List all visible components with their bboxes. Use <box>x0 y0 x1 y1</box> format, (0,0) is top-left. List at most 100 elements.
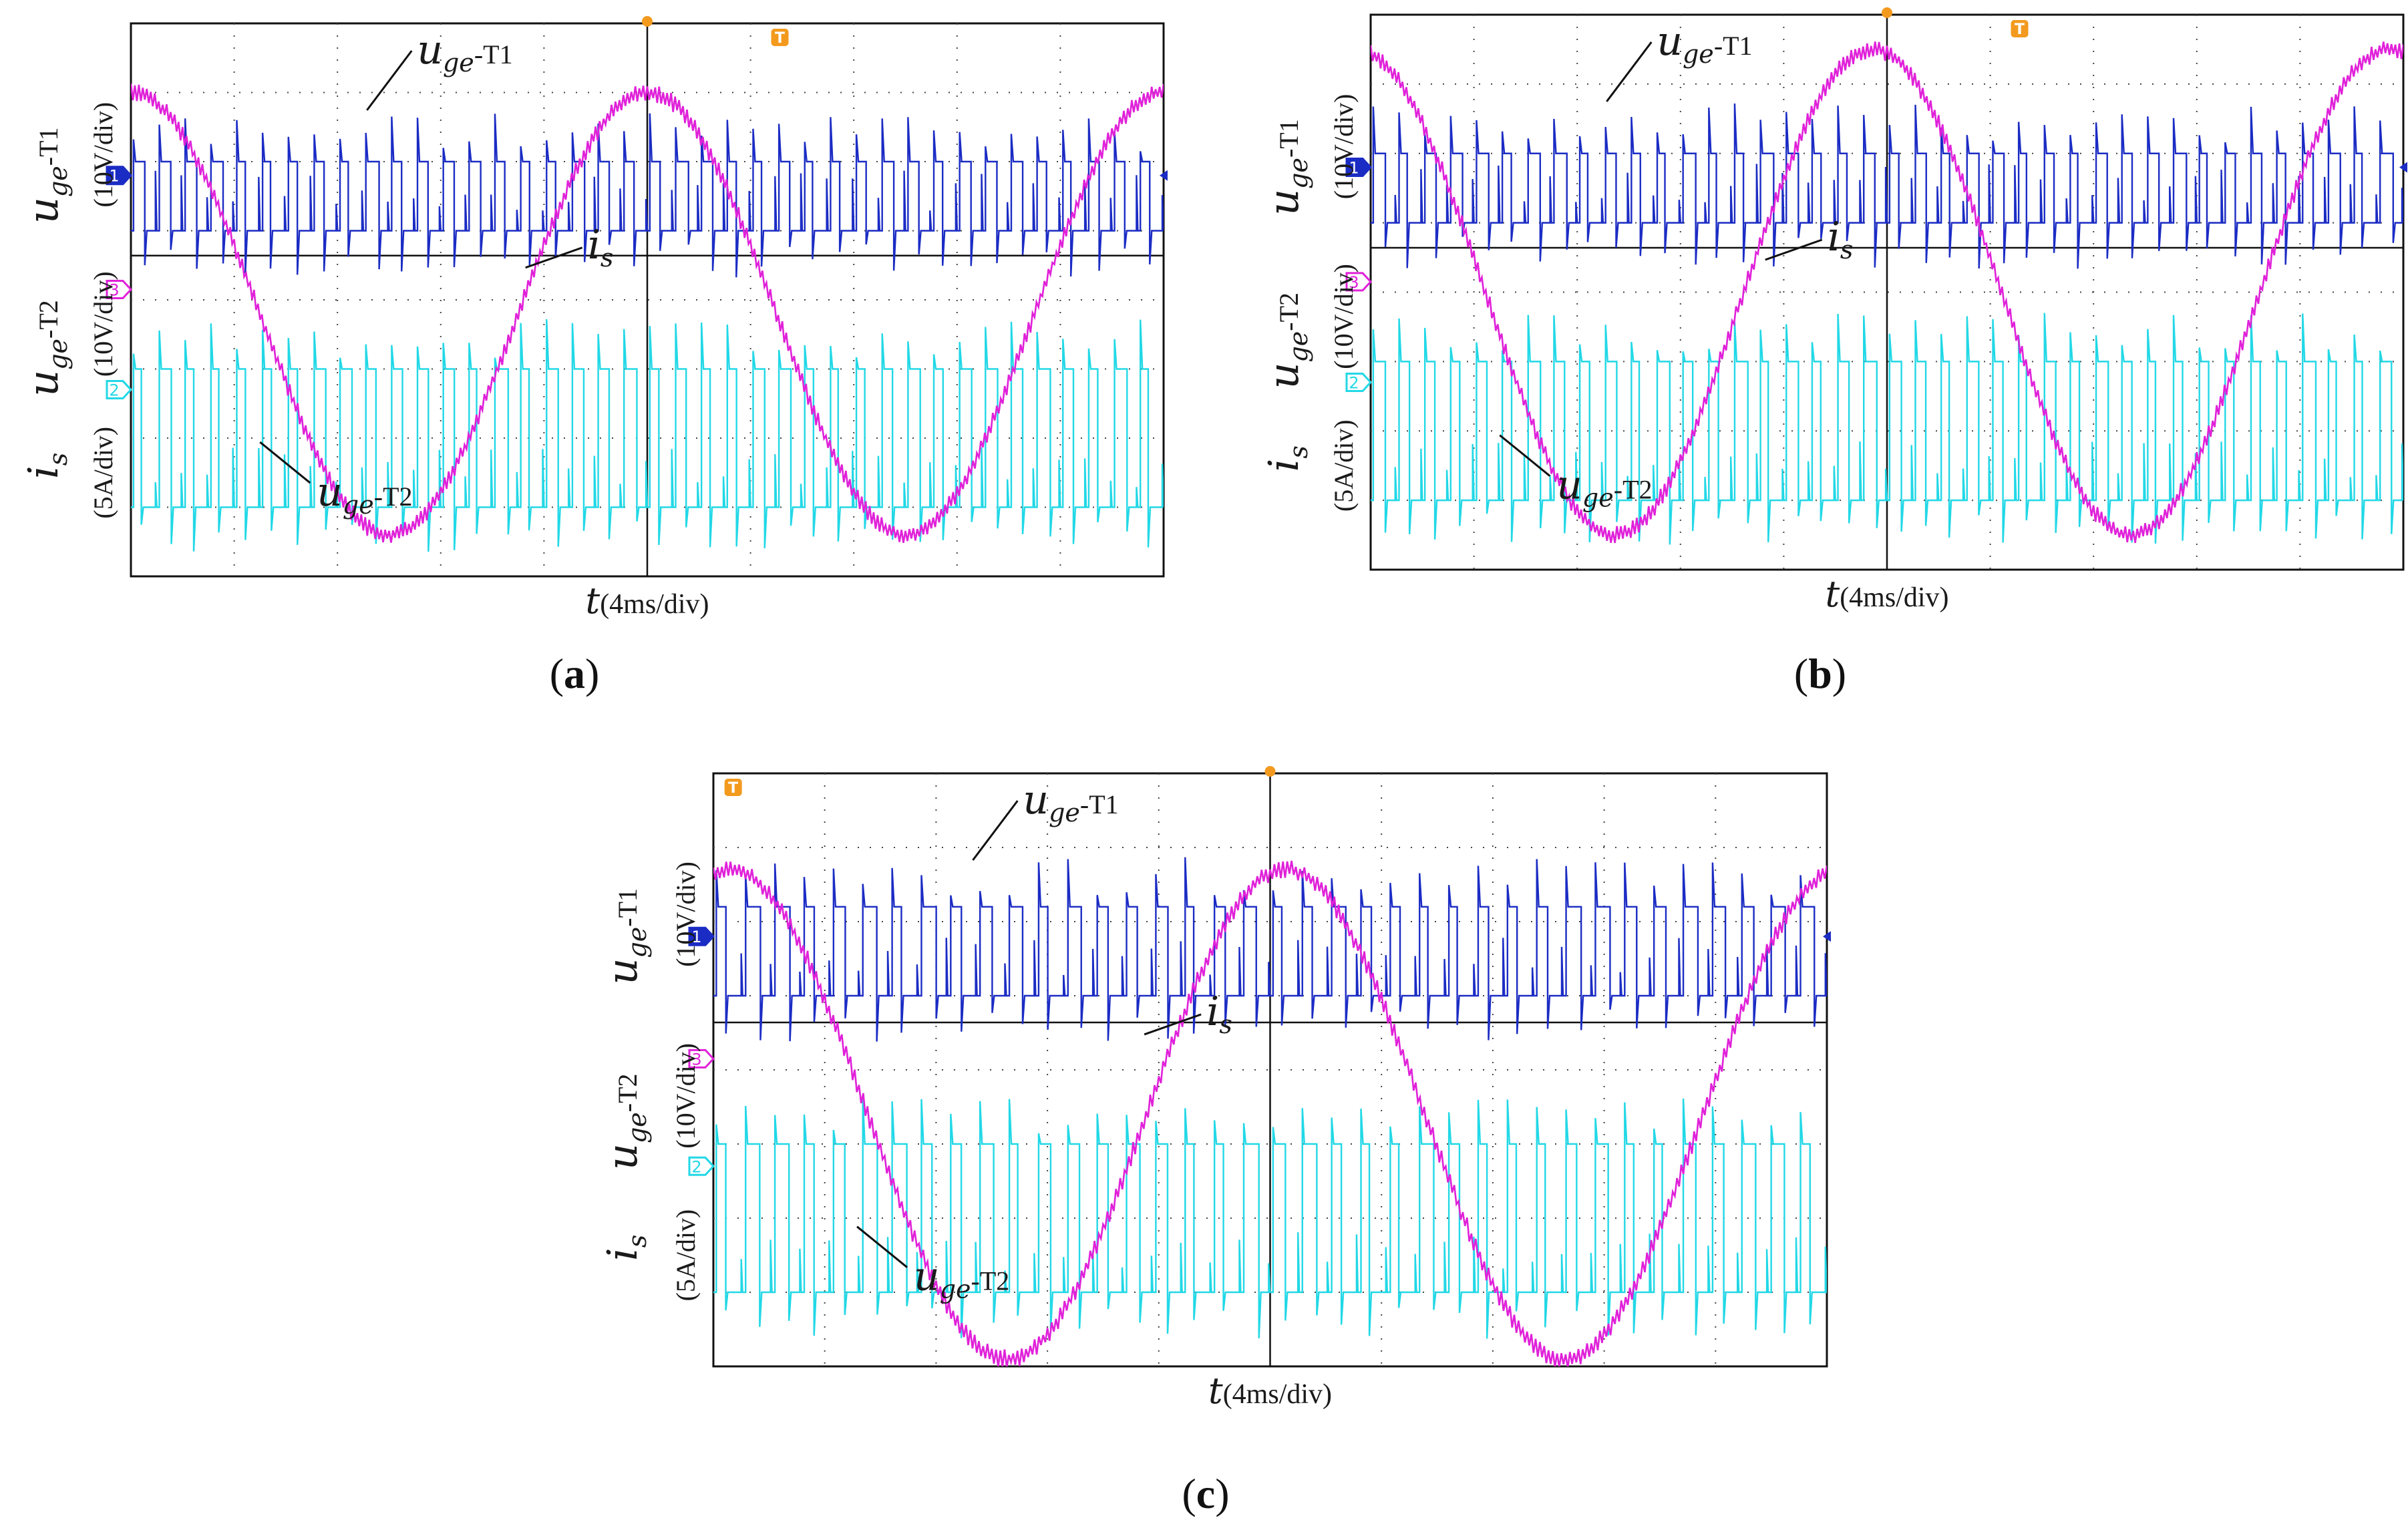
center-trigger-dot-icon <box>1882 7 1892 18</box>
ann-is-sub: s <box>600 243 614 272</box>
ylabel-t2-symbol: u <box>598 1143 647 1170</box>
channel-marker-2 <box>688 1156 715 1176</box>
channel-marker-2 <box>106 380 133 400</box>
channel-marker-label-3: 3 <box>109 280 119 299</box>
plot-traces <box>131 83 1164 552</box>
annotation-uge-T1: uge-T1 <box>1657 18 1752 69</box>
ylabel-t1-suffix: -T1 <box>1274 119 1304 158</box>
ylabel-is-sub: s <box>623 1235 652 1248</box>
ylabel-is-symbol: i <box>598 1248 647 1261</box>
ylabel-unit-T2: (10V/div) <box>671 1043 701 1149</box>
ann-T1-sub: ge <box>443 48 474 77</box>
ylabel-ge-T2: uge-T2 <box>1259 293 1313 389</box>
ylabel-is: is <box>19 453 73 479</box>
channel-marker-3 <box>106 279 133 299</box>
ylabel-t2-unit: (10V/div) <box>1329 264 1359 369</box>
panel-paren-close: ) <box>1832 650 1846 697</box>
annotation-uge-T2: uge-T2 <box>317 469 412 520</box>
ann-is-sub: s <box>1219 1010 1232 1039</box>
annotation-is: is <box>1828 214 1854 264</box>
panel-paren-open: ( <box>550 650 564 697</box>
leader-line-T2 <box>259 441 311 484</box>
leader-line-is <box>1765 238 1823 261</box>
ylabel-t1-suffix: -T1 <box>33 127 63 166</box>
ylabel-unit-T1: (10V/div) <box>88 102 118 208</box>
x-axis-label: t(4ms/div) <box>1208 1370 1332 1412</box>
panel-label: (c) <box>1182 1470 1229 1517</box>
trace-u_ge-T2 <box>131 319 1164 552</box>
ylabel-unit-is: (5A/div) <box>671 1209 701 1302</box>
ann-is-sub: s <box>1840 235 1854 264</box>
xlabel-symbol: t <box>1208 1370 1223 1412</box>
ylabel-t1-sub: ge <box>1284 158 1313 189</box>
ch1-right-arrow-icon <box>1823 931 1831 942</box>
panel-paren-close: ) <box>585 650 599 697</box>
leader-line-T2 <box>1499 434 1551 477</box>
annotation-uge-T1: uge-T1 <box>1023 777 1118 827</box>
channel-marker-label-3: 3 <box>691 1050 701 1069</box>
center-trigger-dot-icon <box>642 16 653 27</box>
ylabel-t2-symbol: u <box>1259 363 1308 389</box>
annotation-is: is <box>1206 988 1232 1039</box>
channel-marker-1 <box>106 166 133 186</box>
ann-T2-sub: ge <box>940 1275 971 1304</box>
ylabel-t1-unit: (10V/div) <box>671 862 701 967</box>
ylabel-unit-is: (5A/div) <box>1329 419 1359 512</box>
annotation-is: is <box>588 222 614 272</box>
leader-line-is <box>525 246 583 269</box>
trace-i_s <box>713 860 1827 1366</box>
channel-marker-3 <box>1345 272 1373 292</box>
ylabel-t1-symbol: u <box>1259 189 1308 216</box>
ylabel-is-sub: s <box>1284 445 1313 459</box>
plot-traces <box>1371 41 2403 545</box>
ann-T1-suffix: -T1 <box>1714 31 1753 61</box>
trigger-marker-label: T <box>728 780 738 797</box>
x-axis-label: t(4ms/div) <box>585 580 709 622</box>
ylabel-t2-suffix: -T2 <box>613 1073 643 1112</box>
ylabel-unit-is: (5A/div) <box>88 427 118 519</box>
channel-marker-label-3: 3 <box>1349 273 1359 292</box>
trigger-marker-label: T <box>2015 21 2025 38</box>
ylabel-is-symbol: i <box>1259 459 1308 472</box>
trigger-marker-icon <box>771 29 789 46</box>
channel-marker-label-1: 1 <box>691 928 701 946</box>
ylabel-is: is <box>598 1235 652 1261</box>
ylabel-t1-unit: (10V/div) <box>1329 93 1359 199</box>
leader-line-T2 <box>856 1225 908 1268</box>
trace-u_ge-T1 <box>713 857 1827 1042</box>
ylabel-is: is <box>1259 445 1313 471</box>
panel-label: (b) <box>1794 650 1846 697</box>
channel-marker-2 <box>1345 373 1373 393</box>
trace-u_ge-T2 <box>1371 313 2403 545</box>
ann-T2-suffix: -T2 <box>374 482 413 512</box>
ann-T2-suffix: -T2 <box>971 1266 1010 1296</box>
annotation-uge-T2: uge-T2 <box>914 1254 1009 1304</box>
ylabel-ge-T1: uge-T1 <box>19 127 73 224</box>
ylabel-t1-sub: ge <box>43 166 73 197</box>
ylabel-t2-sub: ge <box>1284 331 1313 363</box>
ann-T2-suffix: -T2 <box>1614 475 1653 505</box>
ann-T1-suffix: -T1 <box>1080 789 1119 819</box>
ylabel-t1-unit: (10V/div) <box>88 102 118 208</box>
annotation-uge-T1: uge-T1 <box>417 27 512 77</box>
ann-is-main: i <box>588 222 600 268</box>
xlabel-symbol: t <box>1825 573 1840 615</box>
chart-panel-a: 132Tuge-T1uge-T2is(10V/div)(10V/div)(5A/… <box>19 16 1168 697</box>
trace-u_ge-T2 <box>713 1098 1827 1339</box>
ylabel-unit-T1: (10V/div) <box>1329 93 1359 199</box>
ann-is-main: i <box>1206 988 1219 1035</box>
ylabel-t2-symbol: u <box>19 370 67 397</box>
channel-marker-1 <box>1345 158 1373 178</box>
panel-letter: b <box>1808 650 1832 697</box>
ann-T2-main: u <box>914 1254 940 1300</box>
channel-marker-label-2: 2 <box>109 381 119 400</box>
channel-marker-label-1: 1 <box>109 167 119 186</box>
leader-line-T1 <box>972 800 1019 861</box>
trigger-marker-icon <box>724 779 742 796</box>
ann-is-main: i <box>1828 214 1840 260</box>
channel-marker-label-2: 2 <box>1349 374 1359 393</box>
ylabel-ge-T2: uge-T2 <box>598 1073 652 1170</box>
xlabel-unit: (4ms/div) <box>600 589 709 620</box>
ylabel-ge-T1: uge-T1 <box>1259 119 1313 216</box>
